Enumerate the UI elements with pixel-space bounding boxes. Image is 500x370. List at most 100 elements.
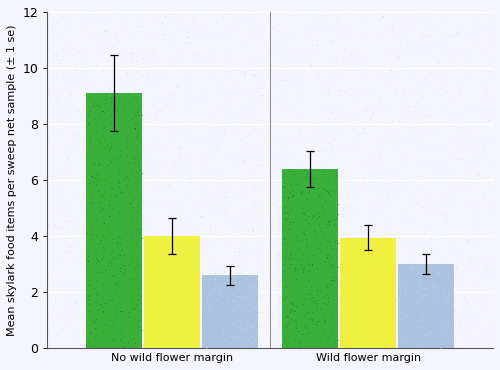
Point <box>140 266 148 272</box>
Point <box>214 273 222 279</box>
Point <box>260 44 268 50</box>
Point <box>452 308 460 314</box>
Point <box>289 219 297 225</box>
Point <box>92 128 100 134</box>
Point <box>465 338 473 344</box>
Point <box>350 137 358 142</box>
Point <box>114 138 122 144</box>
Point <box>130 156 138 162</box>
Point <box>434 292 442 298</box>
Point <box>332 142 340 148</box>
Point <box>360 153 368 159</box>
Point <box>222 11 230 17</box>
Point <box>372 119 380 125</box>
Point <box>410 197 418 203</box>
Point <box>248 273 256 279</box>
Point <box>128 195 136 201</box>
Point <box>370 170 378 176</box>
Point <box>334 264 342 270</box>
Point <box>72 299 80 305</box>
Point <box>422 274 430 280</box>
Point <box>123 139 131 145</box>
Point <box>134 294 141 300</box>
Point <box>364 323 372 329</box>
Point <box>312 127 320 133</box>
Point <box>186 180 194 186</box>
Point <box>166 275 173 280</box>
Point <box>438 115 446 121</box>
Point <box>458 110 466 116</box>
Point <box>236 246 244 252</box>
Point <box>244 278 252 284</box>
Point <box>184 261 192 267</box>
Point <box>470 239 478 245</box>
Point <box>413 185 421 191</box>
Point <box>110 212 118 218</box>
Point <box>338 240 345 246</box>
Point <box>426 71 434 77</box>
Point <box>158 151 166 157</box>
Point <box>93 175 101 181</box>
Point <box>304 260 312 266</box>
Point <box>471 218 479 224</box>
Point <box>70 183 78 189</box>
Point <box>316 148 324 154</box>
Point <box>398 318 406 324</box>
Point <box>405 312 413 318</box>
Point <box>139 112 147 118</box>
Point <box>322 222 330 228</box>
Point <box>110 111 118 117</box>
Point <box>434 286 442 292</box>
Point <box>98 134 106 140</box>
Point <box>416 270 424 276</box>
Point <box>301 271 309 277</box>
Point <box>314 70 322 75</box>
Point <box>447 309 455 315</box>
Point <box>244 318 252 324</box>
Point <box>396 18 404 24</box>
Point <box>342 212 350 218</box>
Point <box>310 241 318 247</box>
Point <box>482 269 490 275</box>
Point <box>96 269 104 275</box>
Point <box>92 260 100 266</box>
Point <box>311 135 319 141</box>
Point <box>85 282 93 288</box>
Point <box>230 265 238 271</box>
Point <box>287 252 295 258</box>
Point <box>275 159 283 165</box>
Point <box>443 217 451 223</box>
Point <box>486 95 494 101</box>
Point <box>178 43 186 48</box>
Point <box>105 58 113 64</box>
Point <box>412 289 420 295</box>
Point <box>138 263 145 269</box>
Point <box>386 78 394 84</box>
Point <box>488 331 496 337</box>
Point <box>319 233 327 239</box>
Point <box>118 331 126 337</box>
Point <box>438 263 446 269</box>
Point <box>68 149 76 155</box>
Point <box>92 316 100 322</box>
Point <box>291 248 299 254</box>
Point <box>282 320 290 326</box>
Point <box>136 226 144 232</box>
Point <box>168 313 176 319</box>
Point <box>208 254 216 260</box>
Point <box>153 178 161 184</box>
Point <box>288 13 296 18</box>
Point <box>125 275 133 280</box>
Point <box>482 272 490 278</box>
Point <box>416 279 424 285</box>
Point <box>402 183 410 189</box>
Point <box>202 335 210 341</box>
Point <box>311 216 319 222</box>
Point <box>463 237 471 243</box>
Point <box>178 145 186 151</box>
Point <box>184 226 192 232</box>
Point <box>402 303 410 309</box>
Point <box>165 35 173 41</box>
Point <box>378 30 386 36</box>
Point <box>399 206 407 212</box>
